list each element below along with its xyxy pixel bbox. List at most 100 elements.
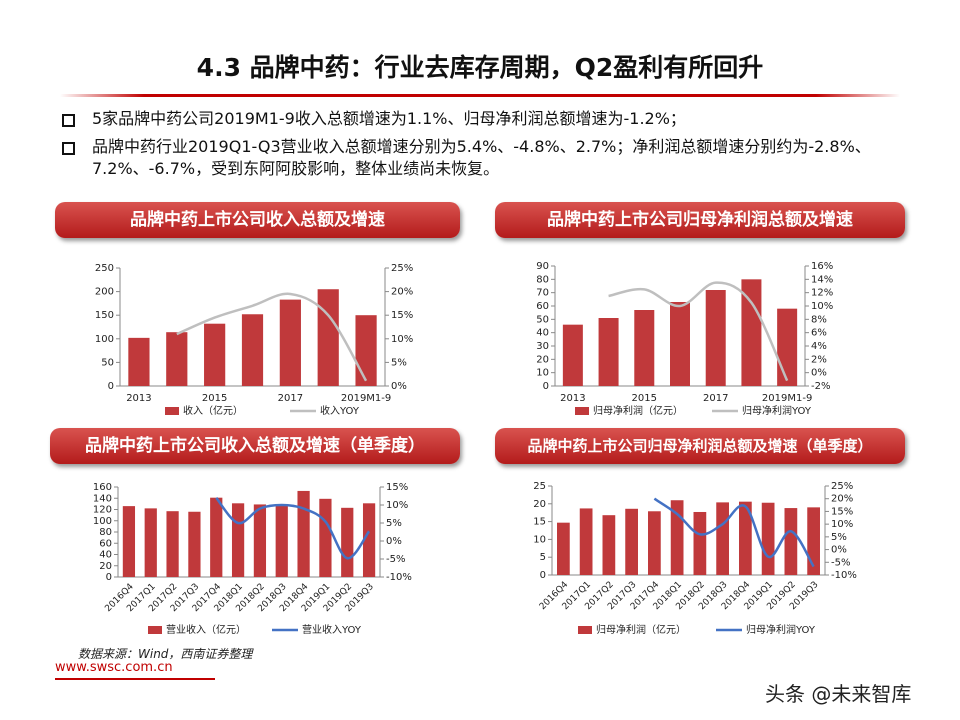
y-tick-label: 10	[536, 368, 549, 379]
chart-title: 品牌中药上市公司收入总额及增速（单季度）	[50, 428, 460, 464]
y-tick-label: 250	[95, 263, 114, 274]
footer-url: www.swsc.com.cn	[55, 660, 173, 675]
bar	[705, 290, 726, 386]
bar	[188, 511, 201, 577]
bar	[166, 511, 179, 577]
x-tick-label: 2019M1-9	[341, 393, 391, 404]
bar	[144, 508, 157, 577]
bar	[598, 318, 619, 386]
bar	[648, 511, 661, 575]
y-tick-label: 5	[540, 552, 546, 563]
bar	[784, 508, 798, 575]
source-note: 数据来源：Wind，西南证券整理	[78, 647, 253, 661]
x-tick-label: 2013	[560, 393, 585, 404]
bar	[693, 511, 707, 575]
y2-tick-label: 15%	[391, 310, 413, 321]
bar	[341, 507, 354, 577]
bar	[670, 500, 684, 575]
y2-tick-label: 0%	[391, 381, 407, 392]
bar	[777, 308, 798, 386]
y-tick-label: 120	[93, 505, 112, 516]
legend-swatch	[578, 626, 592, 634]
y2-tick-label: 10%	[391, 334, 413, 345]
bar	[231, 503, 245, 577]
legend-swatch	[148, 626, 162, 634]
bar	[128, 337, 150, 386]
y2-tick-label: 10%	[811, 301, 833, 312]
y2-tick-label: 25%	[391, 263, 413, 274]
y-tick-label: 50	[101, 357, 114, 368]
line	[608, 281, 789, 382]
x-tick-label: 2015	[632, 393, 657, 404]
y-tick-label: 80	[536, 274, 549, 285]
y-tick-label: 90	[536, 261, 549, 272]
y-tick-label: 100	[95, 334, 114, 345]
y-tick-label: 100	[93, 516, 112, 527]
x-tick-label: 2015	[202, 393, 227, 404]
y2-tick-label: 0%	[386, 536, 402, 547]
y2-tick-label: 5%	[386, 518, 402, 529]
y-tick-label: 50	[536, 314, 549, 325]
y2-tick-label: -5%	[831, 557, 850, 568]
legend-label: 归母净利润YOY	[742, 404, 812, 417]
y-tick-label: 160	[93, 482, 112, 493]
legend-label: 归母净利润（亿元）	[596, 623, 686, 636]
y-tick-label: 40	[99, 550, 112, 561]
y-tick-label: 80	[99, 527, 112, 538]
bar	[166, 332, 188, 386]
y2-tick-label: 12%	[811, 288, 833, 299]
chart-title: 品牌中药上市公司归母净利润总额及增速（单季度）	[495, 428, 905, 464]
y-tick-label: 0	[543, 381, 549, 392]
bar	[602, 515, 616, 575]
bar	[241, 314, 264, 386]
watermark: 头条 @未来智库	[765, 682, 912, 706]
y-tick-label: 15	[533, 517, 546, 528]
chart-title: 品牌中药上市公司收入总额及增速	[55, 202, 460, 238]
y-tick-label: 40	[536, 328, 549, 339]
bar	[625, 508, 638, 575]
y2-tick-label: 8%	[811, 314, 827, 325]
bullet: 品牌中药行业2019Q1-Q3营业收入总额增速分别为5.4%、-4.8%、2.7…	[62, 136, 892, 180]
y-tick-label: 0	[540, 570, 546, 581]
y2-tick-label: 15%	[831, 506, 853, 517]
bar	[634, 310, 655, 386]
line	[653, 497, 815, 568]
x-tick-label: 2019M1-9	[762, 393, 812, 404]
y2-tick-label: 16%	[811, 261, 833, 272]
legend-label: 收入YOY	[320, 404, 360, 417]
y2-tick-label: 14%	[811, 274, 833, 285]
y-tick-label: 10	[533, 534, 546, 545]
bar	[210, 497, 223, 577]
y2-tick-label: 10%	[386, 500, 408, 511]
bar	[317, 289, 339, 386]
y-tick-label: 150	[95, 310, 114, 321]
y2-tick-label: 15%	[386, 482, 408, 493]
y2-tick-label: 10%	[831, 519, 853, 530]
y2-tick-label: -2%	[811, 381, 830, 392]
x-tick-label: 2017	[703, 393, 728, 404]
chart-title: 品牌中药上市公司归母净利润总额及增速	[495, 202, 905, 238]
y-tick-label: 25	[533, 481, 546, 492]
legend-label: 归母净利润YOY	[746, 623, 816, 636]
y2-tick-label: -5%	[386, 554, 405, 565]
y-tick-label: 140	[93, 493, 112, 504]
bar	[739, 501, 752, 575]
bar	[562, 324, 583, 386]
y-tick-label: 20	[99, 561, 112, 572]
bar	[204, 323, 226, 386]
bar	[122, 506, 136, 577]
y-tick-label: 20	[536, 354, 549, 365]
legend-label: 营业收入（亿元）	[166, 623, 246, 636]
legend-swatch	[165, 407, 179, 415]
bar	[279, 299, 301, 386]
x-tick-label: 2017	[278, 393, 303, 404]
x-tick-label: 2013	[126, 393, 151, 404]
y-tick-label: 60	[99, 538, 112, 549]
y2-tick-label: 0%	[811, 368, 827, 379]
legend-label: 营业收入YOY	[302, 623, 362, 636]
y2-tick-label: 4%	[811, 341, 827, 352]
y2-tick-label: 5%	[831, 532, 847, 543]
y2-tick-label: 5%	[391, 357, 407, 368]
y2-tick-label: 20%	[391, 287, 413, 298]
